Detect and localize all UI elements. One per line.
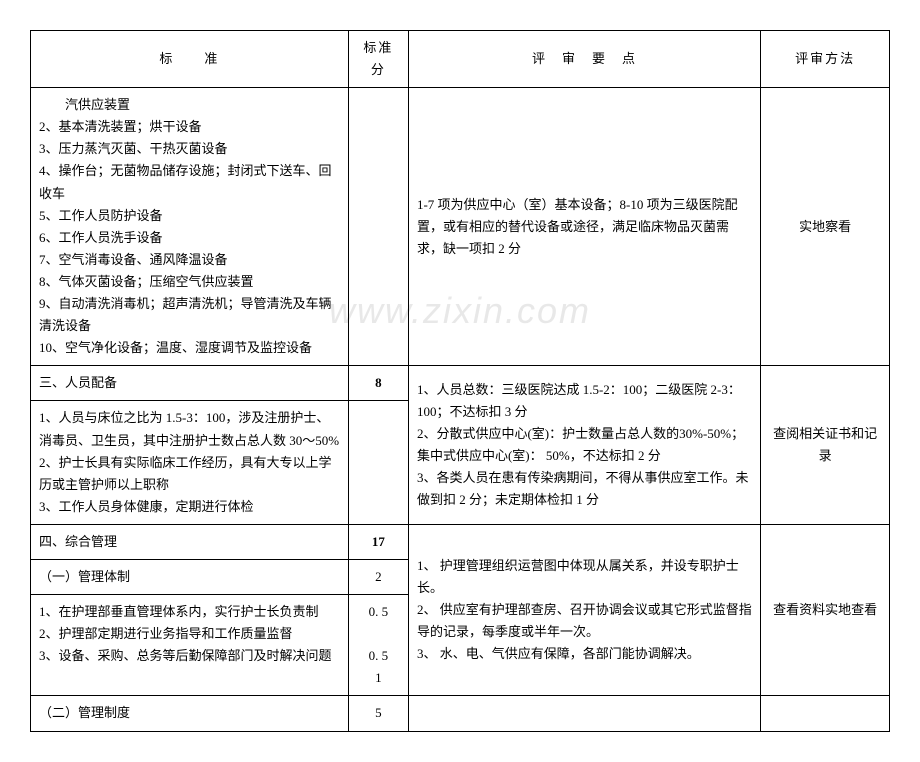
cell-standard: 汽供应装置2、基本清洗装置；烘干设备3、压力蒸汽灭菌、干热灭菌设备4、操作台；无…: [31, 88, 349, 366]
cell-standard: 1、在护理部垂直管理体系内，实行护士长负责制2、护理部定期进行业务指导和工作质量…: [31, 595, 349, 696]
cell-standard: 三、人员配备: [31, 366, 349, 401]
header-method: 评审方法: [761, 31, 890, 88]
table-row: 汽供应装置2、基本清洗装置；烘干设备3、压力蒸汽灭菌、干热灭菌设备4、操作台；无…: [31, 88, 890, 366]
cell-standard: 四、综合管理: [31, 524, 349, 559]
cell-standard: （二）管理制度: [31, 696, 349, 731]
cell-method: 查看资料实地查看: [761, 524, 890, 696]
header-score: 标准分: [348, 31, 408, 88]
cell-score: 5: [348, 696, 408, 731]
table-row: 三、人员配备 8 1、人员总数：三级医院达成 1.5-2：100；二级医院 2-…: [31, 366, 890, 401]
cell-score: 17: [348, 524, 408, 559]
table-header-row: 标 准 标准分 评 审 要 点 评审方法: [31, 31, 890, 88]
cell-points: 1-7 项为供应中心（室）基本设备；8-10 项为三级医院配置，或有相应的替代设…: [408, 88, 760, 366]
document-content: 标 准 标准分 评 审 要 点 评审方法 汽供应装置2、基本清洗装置；烘干设备3…: [30, 30, 890, 732]
cell-score: [348, 401, 408, 524]
cell-points: 1、 护理管理组织运营图中体现从属关系，并设专职护士长。2、 供应室有护理部查房…: [408, 524, 760, 696]
cell-method: [761, 696, 890, 731]
cell-standard: 1、人员与床位之比为 1.5-3：100，涉及注册护士、消毒员、卫生员，其中注册…: [31, 401, 349, 524]
cell-score: [348, 88, 408, 366]
table-row: 四、综合管理 17 1、 护理管理组织运营图中体现从属关系，并设专职护士长。2、…: [31, 524, 890, 559]
cell-score: 2: [348, 559, 408, 594]
cell-points: [408, 696, 760, 731]
cell-score: 0. 5 0. 51: [348, 595, 408, 696]
header-standard: 标 准: [31, 31, 349, 88]
cell-standard: （一）管理体制: [31, 559, 349, 594]
table-row: （二）管理制度 5: [31, 696, 890, 731]
cell-points: 1、人员总数：三级医院达成 1.5-2：100；二级医院 2-3：100；不达标…: [408, 366, 760, 525]
cell-score: 8: [348, 366, 408, 401]
cell-method: 实地察看: [761, 88, 890, 366]
cell-method: 查阅相关证书和记录: [761, 366, 890, 525]
evaluation-table: 标 准 标准分 评 审 要 点 评审方法 汽供应装置2、基本清洗装置；烘干设备3…: [30, 30, 890, 732]
header-points: 评 审 要 点: [408, 31, 760, 88]
